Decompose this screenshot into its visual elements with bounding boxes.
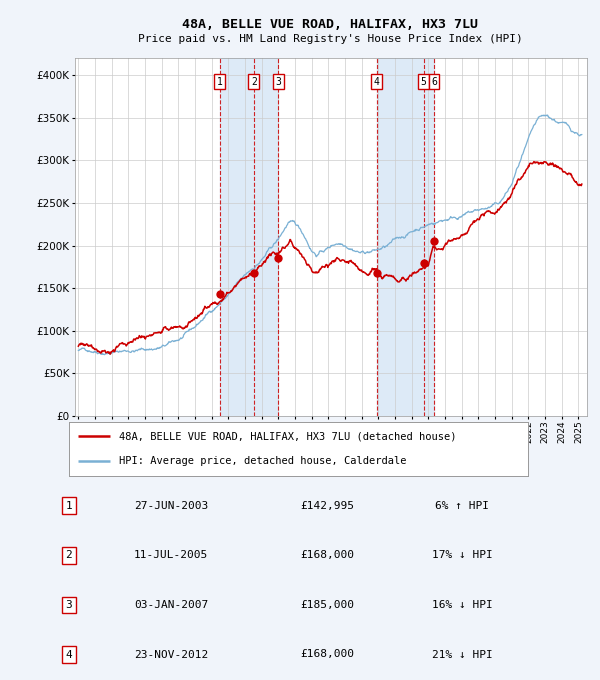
Text: 16% ↓ HPI: 16% ↓ HPI — [431, 600, 493, 610]
Text: £185,000: £185,000 — [300, 600, 354, 610]
Text: 21% ↓ HPI: 21% ↓ HPI — [431, 649, 493, 660]
Text: 1: 1 — [217, 77, 223, 86]
Text: £168,000: £168,000 — [300, 550, 354, 560]
Text: 4: 4 — [65, 649, 73, 660]
Text: 3: 3 — [275, 77, 281, 86]
Text: HPI: Average price, detached house, Calderdale: HPI: Average price, detached house, Cald… — [119, 456, 407, 466]
Bar — [220, 58, 278, 416]
Text: 27-JUN-2003: 27-JUN-2003 — [134, 500, 208, 511]
Text: 48A, BELLE VUE ROAD, HALIFAX, HX3 7LU: 48A, BELLE VUE ROAD, HALIFAX, HX3 7LU — [182, 18, 478, 31]
Text: 6% ↑ HPI: 6% ↑ HPI — [435, 500, 489, 511]
Text: 6: 6 — [431, 77, 437, 86]
Text: 4: 4 — [374, 77, 380, 86]
Text: 2: 2 — [65, 550, 73, 560]
Text: £168,000: £168,000 — [300, 649, 354, 660]
Text: £142,995: £142,995 — [300, 500, 354, 511]
Text: 2: 2 — [251, 77, 257, 86]
Bar — [377, 58, 434, 416]
Text: 11-JUL-2005: 11-JUL-2005 — [134, 550, 208, 560]
Text: 5: 5 — [421, 77, 427, 86]
Text: 23-NOV-2012: 23-NOV-2012 — [134, 649, 208, 660]
Text: 48A, BELLE VUE ROAD, HALIFAX, HX3 7LU (detached house): 48A, BELLE VUE ROAD, HALIFAX, HX3 7LU (d… — [119, 431, 457, 441]
Text: 3: 3 — [65, 600, 73, 610]
Text: 1: 1 — [65, 500, 73, 511]
Text: Price paid vs. HM Land Registry's House Price Index (HPI): Price paid vs. HM Land Registry's House … — [137, 34, 523, 44]
Text: 03-JAN-2007: 03-JAN-2007 — [134, 600, 208, 610]
Text: 17% ↓ HPI: 17% ↓ HPI — [431, 550, 493, 560]
